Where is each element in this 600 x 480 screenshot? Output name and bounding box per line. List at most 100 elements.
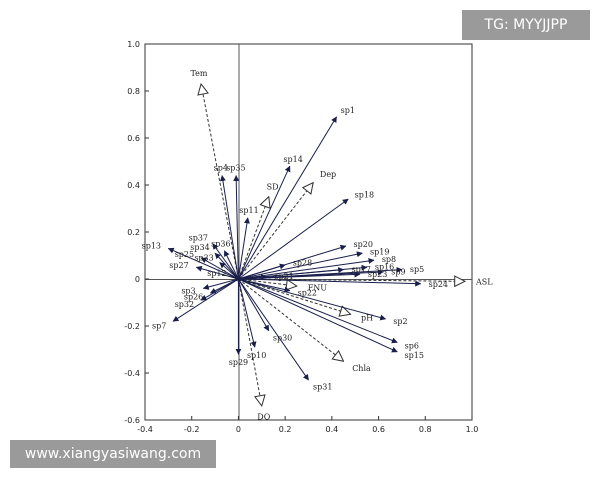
x-tick-label: 1.0 [466,425,479,434]
x-tick-label: -0.2 [184,425,200,434]
axis-ticks: -0.4 -0.2 0 0.2 0.4 0.6 0.8 1.0-0.6-0.4-0.200.2… [124,40,478,434]
species-label-sp26: sp26 [184,293,203,302]
species-label-sp3: sp3 [181,286,195,295]
x-tick-label: -0.4 [137,425,153,434]
env-label-ph: pH [361,314,373,323]
species-label-sp19: sp19 [370,248,389,257]
species-label-sp31: sp31 [313,383,332,392]
species-label-sp27: sp27 [169,261,188,270]
species-label-sp13: sp13 [142,241,161,250]
y-tick-label: -0.2 [124,322,140,331]
species-label-sp37: sp37 [189,233,208,242]
species-label-sp35: sp35 [226,164,245,173]
species-label-sp32: sp32 [175,300,194,309]
species-vector-sp28 [238,263,286,280]
species-label-sp30: sp30 [273,334,292,343]
x-tick-label: 0.6 [372,425,385,434]
species-vector-sp11 [237,217,250,280]
species-label-sp2: sp2 [393,317,407,326]
x-tick-label: 0 [236,425,241,434]
species-label-sp24: sp24 [429,280,448,289]
species-vector-sp37 [212,243,239,280]
x-tick-label: 0.4 [325,425,338,434]
species-label-sp29: sp29 [229,358,248,367]
env-label-do: DO [257,413,270,422]
species-label-sp12: sp12 [207,269,226,278]
species-label-sp21: sp21 [274,272,293,281]
species-vector-sp36 [223,250,239,280]
species-vector-sp18 [238,198,349,280]
env-label-sd: SD [267,182,279,191]
species-vector-sp13 [167,247,239,280]
y-tick-label: 0 [135,275,140,284]
y-tick-label: 0.4 [127,181,140,190]
env-vector-tem [201,84,239,280]
species-label-sp23: sp23 [368,270,387,279]
species-vector-sp10 [237,278,257,348]
species-vector-sp15 [238,278,398,353]
species-vector-sp24 [238,278,422,287]
species-vector-sp14 [237,165,291,280]
species-label-sp10: sp10 [247,351,266,360]
env-label-asl: ASL [475,277,493,286]
watermark-top-right: TG: MYYJJPP [462,10,590,40]
species-vector-sp3 [202,278,239,290]
species-label-sp33: sp33 [194,253,213,262]
species-label-sp17: sp17 [352,265,371,274]
y-tick-label: 0.8 [127,87,140,96]
species-label-sp11: sp11 [239,206,258,215]
env-vector-dep [238,183,313,280]
species-label-sp9: sp9 [391,268,405,277]
species-label-sp16: sp16 [375,263,394,272]
plot-frame [144,43,473,421]
env-label-fnu: FNU [308,283,328,292]
env-vector-asl [238,279,465,281]
y-tick-label: -0.4 [124,369,140,378]
y-tick-label: 0.2 [127,228,140,237]
y-tick-label: 0.6 [127,134,140,143]
species-label-sp36: sp36 [211,240,230,249]
species-label-sp22: sp22 [298,289,317,298]
environment-vectors: Tem SD Dep ASL FNU pH Chla DO [190,69,493,422]
env-label-dep: Dep [320,170,336,179]
x-tick-label: 0.2 [279,425,292,434]
species-label-sp8: sp8 [382,255,396,264]
species-label-sp25: sp25 [175,250,194,259]
species-label-sp1: sp1 [341,106,355,115]
species-label-sp18: sp18 [355,190,374,199]
species-vector-sp4 [219,175,239,280]
x-tick-label: 0.8 [419,425,432,434]
species-vector-sp35 [233,175,240,280]
species-label-sp5: sp5 [410,265,424,274]
env-label-tem: Tem [190,69,207,78]
env-vector-do [237,278,261,406]
env-label-chla: Chla [352,364,371,373]
species-label-sp7: sp7 [152,322,166,331]
y-tick-label: -0.6 [124,416,140,425]
species-label-sp15: sp15 [405,351,424,360]
y-tick-label: 1.0 [127,40,140,49]
species-vector-sp31 [238,278,309,381]
species-vector-sp27 [195,265,239,280]
watermark-url: www.xiangyasiwang.com [10,440,216,468]
species-vector-sp6 [238,278,398,344]
species-vector-sp25 [200,257,239,280]
species-label-sp34: sp34 [190,243,209,252]
species-vector-sp19 [238,251,363,280]
species-label-sp4: sp4 [214,164,228,173]
species-vector-sp22 [238,278,291,293]
species-label-sp14: sp14 [283,155,302,164]
env-vector-chla [238,278,343,361]
species-label-sp20: sp20 [354,240,373,249]
species-vector-sp32 [200,278,239,301]
species-vector-sp34 [214,252,239,280]
species-vector-sp30 [237,278,270,332]
species-vector-sp23 [238,271,361,280]
species-vector-sp1 [238,116,337,280]
species-label-sp6: sp6 [405,341,419,350]
species-vector-sp2 [238,278,387,321]
env-vector-ph [238,278,350,314]
species-label-sp28: sp28 [293,259,312,268]
species-vectors: sp1 sp2 sp3 sp4 sp5 sp6 sp7 sp8 sp9 sp10 sp11 sp12 s… [142,106,448,392]
